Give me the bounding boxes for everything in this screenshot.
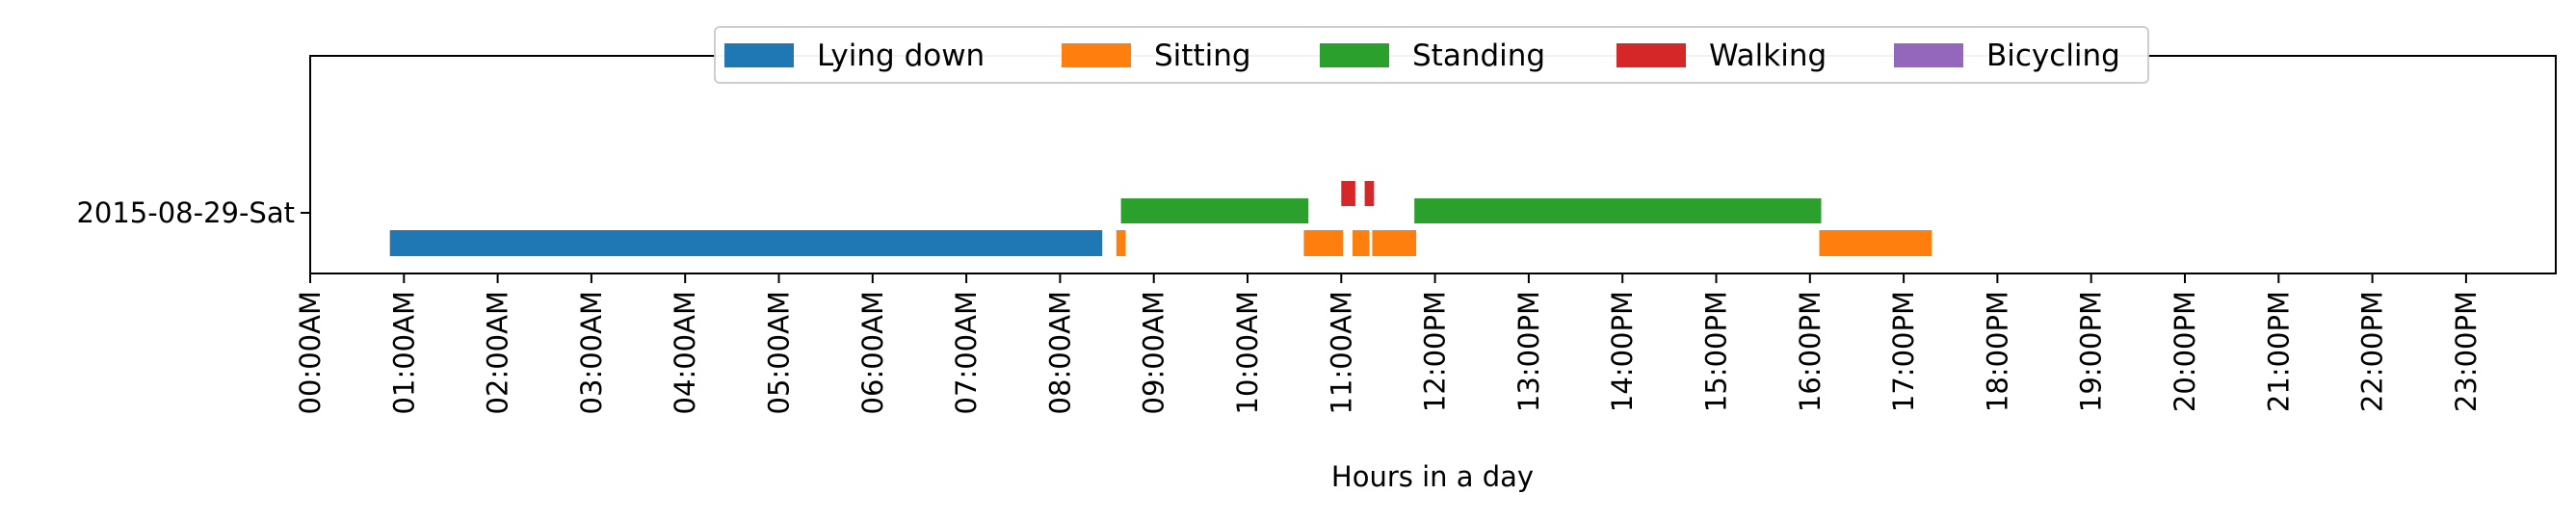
legend-label-1: Sitting xyxy=(1154,39,1251,73)
x-tick-label-0: 00:00AM xyxy=(294,291,327,414)
x-tick-label-3: 03:00AM xyxy=(575,291,608,414)
legend-label-4: Bicycling xyxy=(1986,39,2120,73)
legend-label-3: Walking xyxy=(1709,39,1827,73)
bars-layer xyxy=(389,181,1932,256)
legend-swatch-1 xyxy=(1062,43,1131,67)
legend-swatch-3 xyxy=(1617,43,1686,67)
bar-sitting-3 xyxy=(1372,230,1417,256)
y-tick-label-0: 2015-08-29-Sat xyxy=(76,196,295,229)
x-axis-title: Hours in a day xyxy=(1331,460,1534,493)
x-tick-label-9: 09:00AM xyxy=(1138,291,1170,414)
x-tick-label-8: 08:00AM xyxy=(1043,291,1076,414)
legend-swatch-4 xyxy=(1894,43,1963,67)
x-tick-label-1: 01:00AM xyxy=(387,291,420,414)
x-tick-label-5: 05:00AM xyxy=(763,291,796,414)
bar-sitting-2 xyxy=(1353,230,1370,256)
x-tick-label-15: 15:00PM xyxy=(1700,291,1733,412)
x-tick-label-6: 06:00AM xyxy=(856,291,889,414)
bar-sitting-4 xyxy=(1819,230,1932,256)
legend-swatch-2 xyxy=(1320,43,1389,67)
y-axis: 2015-08-29-Sat xyxy=(76,196,310,229)
x-tick-label-10: 10:00AM xyxy=(1231,291,1264,414)
x-tick-label-16: 16:00PM xyxy=(1794,291,1827,412)
x-tick-label-12: 12:00PM xyxy=(1419,291,1452,412)
bar-standing-1 xyxy=(1414,198,1822,223)
legend-label-0: Lying down xyxy=(817,39,985,73)
x-tick-label-13: 13:00PM xyxy=(1512,291,1545,412)
x-tick-label-21: 21:00PM xyxy=(2262,291,2295,412)
bar-sitting-1 xyxy=(1303,230,1344,256)
x-tick-label-18: 18:00PM xyxy=(1981,291,2013,412)
bar-walking-1 xyxy=(1364,181,1375,206)
legend-label-2: Standing xyxy=(1412,39,1545,73)
x-tick-label-19: 19:00PM xyxy=(2075,291,2108,412)
bar-sitting-0 xyxy=(1116,230,1126,256)
x-tick-label-17: 17:00PM xyxy=(1887,291,1920,412)
x-tick-label-14: 14:00PM xyxy=(1606,291,1639,412)
x-tick-label-23: 23:00PM xyxy=(2450,291,2483,412)
bar-walking-0 xyxy=(1341,181,1355,206)
bar-standing-0 xyxy=(1120,198,1309,223)
legend: Lying down Sitting Standing Walking Bicyclin… xyxy=(714,26,2149,84)
bar-lying-down-0 xyxy=(389,230,1103,256)
x-axis: 00:00AM 01:00AM 02:00AM 03:00AM 04:00AM 05:00… xyxy=(294,273,2483,414)
x-tick-label-11: 11:00AM xyxy=(1325,291,1357,414)
x-tick-label-4: 04:00AM xyxy=(669,291,701,414)
x-tick-label-7: 07:00AM xyxy=(950,291,983,414)
legend-box xyxy=(714,26,2149,84)
legend-swatch-0 xyxy=(724,43,794,67)
x-tick-label-22: 22:00PM xyxy=(2356,291,2389,412)
x-tick-label-2: 02:00AM xyxy=(482,291,514,414)
x-tick-label-20: 20:00PM xyxy=(2169,291,2201,412)
